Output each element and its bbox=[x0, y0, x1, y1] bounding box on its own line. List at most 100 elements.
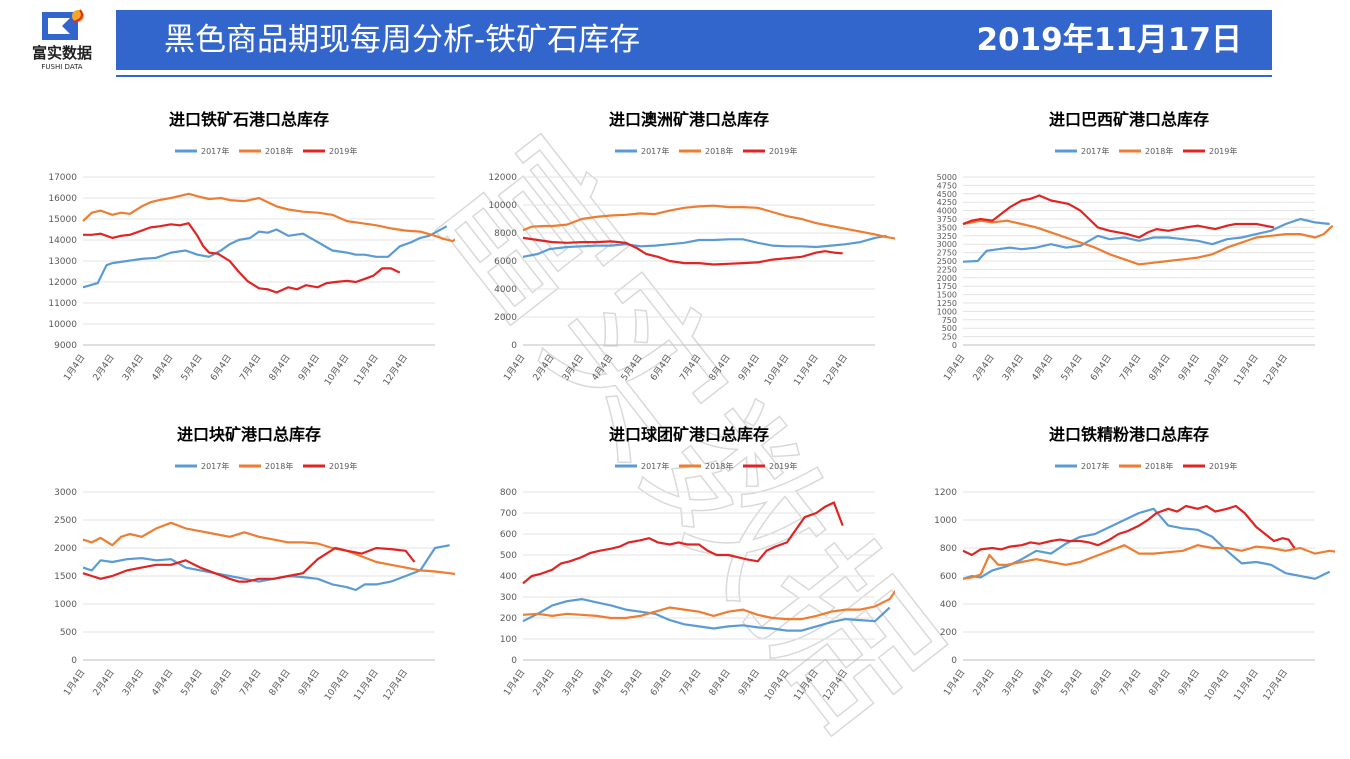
chart-title: 进口铁精粉港口总库存 bbox=[1049, 425, 1209, 444]
x-tick-label: 8月4日 bbox=[707, 352, 733, 382]
x-tick-label: 5月4日 bbox=[1059, 352, 1085, 382]
y-tick-label: 800 bbox=[500, 488, 517, 498]
series-line-2019年 bbox=[962, 504, 1296, 557]
y-tick-label: 9000 bbox=[54, 341, 77, 351]
x-tick-label: 1月4日 bbox=[62, 352, 88, 382]
x-tick-label: 5月4日 bbox=[179, 667, 205, 697]
x-tick-label: 2月4日 bbox=[91, 667, 117, 697]
y-tick-label: 1750 bbox=[937, 282, 957, 291]
x-tick-label: 10月4日 bbox=[762, 667, 791, 702]
series-line-2018年 bbox=[522, 589, 895, 621]
chart-svg: 进口铁精粉港口总库存 2017年 2018年 2019年 0 200 400 600 800 10… bbox=[934, 425, 1335, 703]
y-tick-label: 10000 bbox=[48, 320, 77, 330]
series-line-2017年 bbox=[82, 544, 450, 592]
legend-label: 2019年 bbox=[329, 461, 357, 471]
header-banner: 黑色商品期现每周分析-铁矿石库存 2019年11月17日 bbox=[116, 10, 1272, 70]
y-tick-label: 2750 bbox=[937, 249, 957, 258]
x-tick-label: 10月4日 bbox=[1202, 352, 1231, 387]
y-tick-label: 0 bbox=[952, 341, 957, 350]
x-tick-label: 3月4日 bbox=[1000, 352, 1026, 382]
chart-total-iron-ore-stock: 进口铁矿石港口总库存 2017年 2018年 2019年 9000 10000 11000 1… bbox=[25, 95, 455, 415]
legend-label: 2019年 bbox=[769, 146, 797, 156]
series-line-2017年 bbox=[522, 598, 891, 632]
y-tick-label: 400 bbox=[500, 572, 517, 582]
series-line-2017年 bbox=[522, 234, 887, 258]
x-tick-label: 12月4日 bbox=[1261, 352, 1290, 387]
x-tick-label: 2月4日 bbox=[971, 667, 997, 697]
y-tick-label: 2000 bbox=[494, 313, 517, 323]
x-tick-label: 11月4日 bbox=[792, 352, 821, 387]
x-tick-label: 9月4日 bbox=[1176, 667, 1202, 697]
y-tick-label: 0 bbox=[951, 656, 957, 666]
x-tick-label: 3月4日 bbox=[120, 667, 146, 697]
y-tick-label: 13000 bbox=[48, 257, 77, 267]
company-logo: 富实数据 FUSHI DATA bbox=[12, 8, 112, 72]
legend-label: 2018年 bbox=[705, 146, 733, 156]
x-tick-label: 2月4日 bbox=[531, 667, 557, 697]
y-tick-label: 600 bbox=[940, 572, 957, 582]
chart-title: 进口铁矿石港口总库存 bbox=[169, 110, 329, 129]
y-tick-label: 3500 bbox=[937, 223, 957, 232]
x-tick-label: 3月4日 bbox=[1000, 667, 1026, 697]
y-tick-label: 1500 bbox=[937, 291, 957, 300]
x-tick-label: 2月4日 bbox=[531, 352, 557, 382]
y-tick-label: 1000 bbox=[54, 600, 77, 610]
y-tick-label: 800 bbox=[940, 544, 957, 554]
x-tick-label: 10月4日 bbox=[322, 667, 351, 702]
chart-svg: 进口球团矿港口总库存 2017年 2018年 2019年 0 100 200 300 400 50… bbox=[500, 425, 895, 703]
x-tick-label: 4月4日 bbox=[150, 352, 176, 382]
x-tick-label: 4月4日 bbox=[590, 667, 616, 697]
y-tick-label: 2250 bbox=[937, 265, 957, 274]
y-tick-label: 8000 bbox=[494, 229, 517, 239]
x-tick-label: 4月4日 bbox=[1030, 352, 1056, 382]
y-tick-label: 750 bbox=[942, 316, 957, 325]
legend-label: 2018年 bbox=[265, 146, 293, 156]
x-tick-label: 7月4日 bbox=[238, 352, 264, 382]
logo-mark-icon: 富实数据 FUSHI DATA bbox=[32, 9, 92, 71]
series-line-2019年 bbox=[82, 546, 416, 583]
x-tick-label: 6月4日 bbox=[1088, 667, 1114, 697]
y-tick-label: 1200 bbox=[934, 488, 957, 498]
x-tick-label: 8月4日 bbox=[267, 667, 293, 697]
x-tick-label: 9月4日 bbox=[736, 667, 762, 697]
x-tick-label: 11月4日 bbox=[352, 667, 381, 702]
page-title: 黑色商品期现每周分析-铁矿石库存 bbox=[164, 22, 641, 58]
y-tick-label: 250 bbox=[942, 333, 957, 342]
y-tick-label: 4500 bbox=[937, 190, 957, 199]
y-tick-label: 1500 bbox=[54, 572, 77, 582]
y-tick-label: 700 bbox=[500, 509, 517, 519]
x-tick-label: 12月4日 bbox=[381, 667, 410, 702]
y-tick-label: 11000 bbox=[48, 299, 77, 309]
legend-label: 2018年 bbox=[265, 461, 293, 471]
legend-label: 2019年 bbox=[1209, 146, 1237, 156]
legend-label: 2017年 bbox=[201, 461, 229, 471]
x-tick-label: 5月4日 bbox=[179, 352, 205, 382]
chart-lump-ore-stock: 进口块矿港口总库存 2017年 2018年 2019年 0 500 1000 1500 2000… bbox=[25, 410, 455, 730]
legend-label: 2017年 bbox=[1081, 461, 1109, 471]
x-tick-label: 8月4日 bbox=[707, 667, 733, 697]
x-tick-label: 5月4日 bbox=[619, 667, 645, 697]
x-tick-label: 6月4日 bbox=[1088, 352, 1114, 382]
chart-title: 进口块矿港口总库存 bbox=[177, 425, 321, 444]
y-tick-label: 4250 bbox=[937, 198, 957, 207]
x-tick-label: 12月4日 bbox=[1261, 667, 1290, 702]
y-tick-label: 3000 bbox=[54, 488, 77, 498]
legend-label: 2017年 bbox=[1081, 146, 1109, 156]
x-tick-label: 1月4日 bbox=[942, 667, 968, 697]
chart-fines-concentrate-stock: 进口铁精粉港口总库存 2017年 2018年 2019年 0 200 400 600 800 10… bbox=[905, 410, 1335, 730]
series-line-2019年 bbox=[962, 194, 1275, 239]
chart-title: 进口巴西矿港口总库存 bbox=[1049, 110, 1209, 129]
x-tick-label: 7月4日 bbox=[678, 352, 704, 382]
series-line-2018年 bbox=[522, 204, 895, 240]
y-tick-label: 17000 bbox=[48, 173, 77, 183]
y-tick-label: 1000 bbox=[937, 307, 957, 316]
y-tick-label: 200 bbox=[940, 628, 957, 638]
y-tick-label: 100 bbox=[500, 635, 517, 645]
legend-label: 2017年 bbox=[641, 461, 669, 471]
legend-label: 2017年 bbox=[641, 146, 669, 156]
x-tick-label: 3月4日 bbox=[560, 352, 586, 382]
legend-label: 2018年 bbox=[705, 461, 733, 471]
y-tick-label: 15000 bbox=[48, 215, 77, 225]
x-tick-label: 7月4日 bbox=[678, 667, 704, 697]
x-tick-label: 6月4日 bbox=[208, 352, 234, 382]
